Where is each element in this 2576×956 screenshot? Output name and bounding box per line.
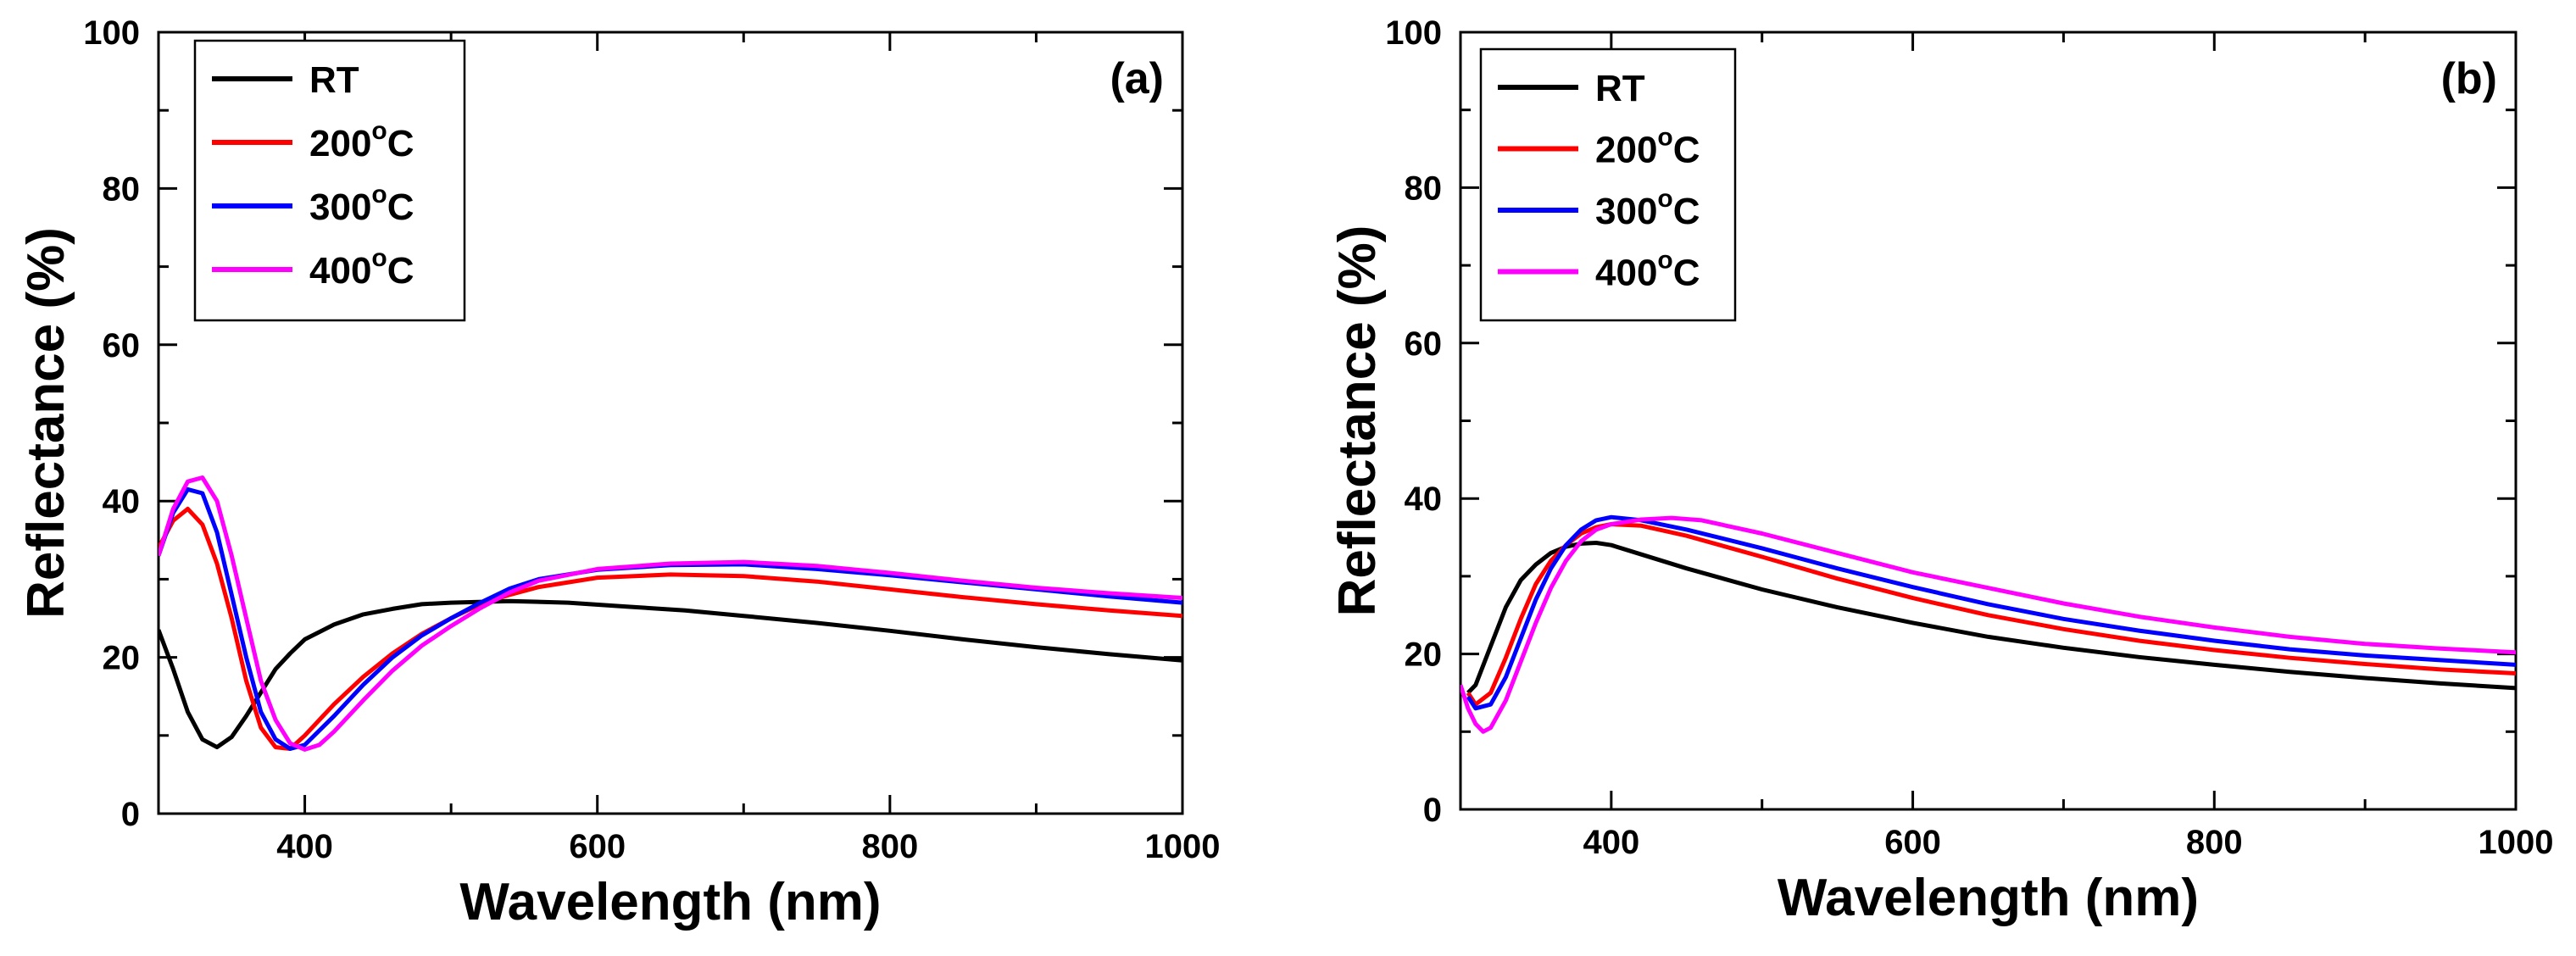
legend-label: 400oC — [309, 244, 414, 292]
x-tick-label: 1000 — [1145, 828, 1221, 865]
series-line — [159, 486, 1182, 751]
x-tick-label: 800 — [2186, 824, 2243, 861]
x-tick-label: 800 — [861, 828, 918, 865]
legend-label: 400oC — [1595, 247, 1700, 294]
x-tick-label: 1000 — [2479, 824, 2554, 861]
y-tick-label: 60 — [1405, 325, 1443, 363]
y-tick-label: 0 — [121, 796, 140, 833]
legend-label: 200oC — [309, 117, 414, 164]
y-tick-label: 40 — [1405, 481, 1443, 518]
chart-panel-a: 400 600 800 1000 0 20 40 60 80 100 Wavelength (nm)… — [17, 14, 1220, 931]
x-tick-label: 400 — [276, 828, 333, 865]
y-tick-label: 100 — [83, 14, 140, 52]
y-tick-label: 40 — [103, 483, 141, 520]
legend-box — [193, 39, 466, 322]
y-tick-label: 80 — [103, 170, 141, 208]
legend-label: RT — [1595, 68, 1645, 109]
legend-label: 200oC — [1595, 124, 1700, 171]
panel-label: (b) — [2441, 54, 2497, 103]
panel-label: (a) — [1110, 54, 1164, 103]
series-line — [159, 598, 1182, 750]
x-axis-label: Wavelength (nm) — [459, 873, 881, 931]
series-line — [1466, 522, 2516, 707]
y-tick-label: 20 — [103, 640, 141, 677]
y-tick-label: 20 — [1405, 636, 1443, 674]
y-tick-label: 100 — [1385, 14, 1442, 52]
chart-panel-b: 400 600 800 1000 0 20 40 60 80 100 Wavelength (nm)… — [1328, 14, 2553, 927]
series-line — [1466, 541, 2516, 695]
y-axis-label: Reflectance (%) — [17, 227, 75, 619]
x-tick-label: 400 — [1583, 824, 1639, 861]
legend-box — [1479, 47, 1737, 322]
y-tick-label: 80 — [1405, 170, 1443, 207]
legend-label: RT — [309, 59, 359, 101]
series-line — [1466, 514, 2516, 711]
x-tick-label: 600 — [569, 828, 626, 865]
legend-label: 300oC — [1595, 185, 1700, 232]
series-line — [1460, 515, 2516, 734]
y-axis-label: Reflectance (%) — [1328, 225, 1387, 617]
y-tick-label: 0 — [1423, 792, 1442, 829]
series-line — [159, 475, 1182, 752]
y-tick-label: 60 — [103, 327, 141, 364]
x-tick-label: 600 — [1884, 824, 1941, 861]
x-axis-label: Wavelength (nm) — [1778, 869, 2199, 927]
legend-label: 300oC — [309, 181, 414, 228]
series-line — [159, 506, 1182, 751]
